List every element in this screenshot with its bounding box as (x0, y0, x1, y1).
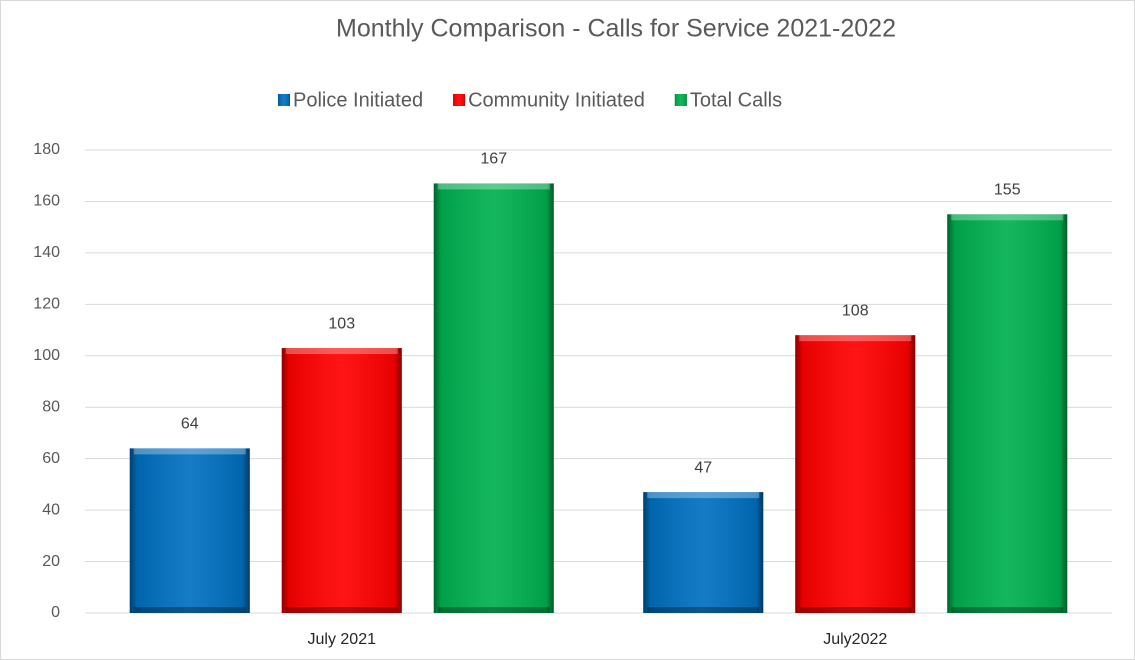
bar-bevel (643, 492, 764, 613)
bar-bevel-bottom (799, 607, 912, 613)
bar-bevel-bottom (437, 607, 550, 613)
y-tick-label: 180 (33, 141, 60, 158)
bar-bevel-top (647, 492, 760, 499)
data-label: 167 (480, 151, 507, 168)
bar-bevel-top (437, 183, 550, 190)
data-label: 155 (994, 182, 1021, 199)
y-tick-label: 60 (42, 450, 60, 467)
bar-bevel (281, 348, 402, 613)
y-tick-label: 40 (42, 501, 60, 518)
y-tick-label: 80 (42, 398, 60, 415)
y-tick-label: 100 (33, 347, 60, 364)
y-tick-label: 140 (33, 244, 60, 261)
bar-bevel (129, 448, 250, 613)
legend-label: Total Calls (690, 89, 782, 111)
legend-swatch-bevel (453, 94, 466, 106)
bar-bevel-top (133, 448, 246, 455)
legend-label: Community Initiated (468, 89, 645, 111)
x-tick-label: July 2021 (308, 631, 377, 648)
data-label: 103 (328, 315, 355, 332)
y-tick-label: 120 (33, 296, 60, 313)
bar-bevel (795, 335, 916, 613)
legend-swatch-bevel (278, 94, 290, 106)
y-tick-label: 0 (51, 604, 60, 621)
bar-bevel-bottom (647, 607, 760, 613)
bar-bevel-bottom (133, 607, 246, 613)
x-tick-label: July2022 (823, 631, 887, 648)
y-tick-label: 20 (42, 553, 60, 570)
chart-title: Monthly Comparison - Calls for Service 2… (336, 15, 896, 43)
data-label: 108 (842, 302, 869, 319)
y-tick-label: 160 (33, 193, 60, 210)
bar-bevel-top (799, 335, 912, 342)
data-label: 64 (181, 416, 199, 433)
data-label: 47 (694, 459, 712, 476)
bar-bevel-bottom (951, 607, 1064, 613)
bar-bevel-bottom (285, 607, 398, 613)
bar-bevel-top (285, 348, 398, 355)
bar-bevel (433, 183, 554, 613)
bar-bevel (947, 214, 1068, 614)
legend-label: Police Initiated (293, 89, 423, 111)
legend-swatch-bevel (674, 94, 687, 106)
bar-bevel-top (951, 214, 1064, 221)
